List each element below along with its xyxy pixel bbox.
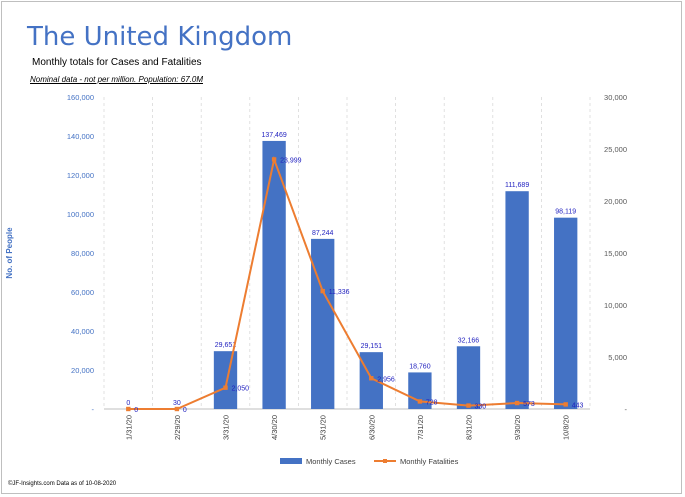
y-axis-label: No. of People [5, 227, 14, 279]
bar-value-label: 0 [126, 400, 130, 407]
y2-tick-label: 20,000 [604, 197, 627, 206]
legend-swatch-cases [280, 458, 302, 464]
y-tick-label: 120,000 [67, 171, 94, 180]
line-value-label: 330 [475, 404, 487, 411]
line-value-label: 11,336 [329, 289, 350, 296]
x-tick-label: 10/8/20 [562, 415, 571, 440]
x-tick-label: 6/30/20 [367, 415, 376, 440]
y-tick-label: 140,000 [67, 132, 94, 141]
bar-value-label: 137,469 [261, 132, 286, 139]
legend-label-cases: Monthly Cases [306, 457, 356, 466]
bar-value-label: 87,244 [312, 230, 334, 237]
y-tick-label: 20,000 [71, 366, 94, 375]
y-tick-label: 160,000 [67, 93, 94, 102]
legend-marker-fatalities [383, 459, 387, 463]
y2-tick-label: 10,000 [604, 301, 627, 310]
fatalities-line [128, 155, 566, 410]
y2-tick-label: 25,000 [604, 145, 627, 154]
line-marker [563, 402, 568, 407]
x-tick-label: 9/30/20 [513, 415, 522, 440]
bar [456, 346, 481, 409]
legend-label-fatalities: Monthly Fatalities [400, 457, 459, 466]
line-value-label: 2,956 [377, 376, 395, 383]
y-tick-label: 40,000 [71, 327, 94, 336]
line-marker [466, 403, 471, 408]
footer-credit: ©JF-Insights.com Data as of 10-08-2020 [8, 481, 117, 487]
y2-tick-label: 5,000 [608, 353, 627, 362]
line-value-label: 2,050 [232, 386, 250, 393]
line-value-label: 573 [523, 401, 535, 408]
population-note: Nominal data - not per million. Populati… [30, 75, 203, 84]
bar [505, 191, 529, 409]
line-marker [126, 406, 131, 412]
y-tick-label: 100,000 [67, 210, 94, 219]
bar [408, 372, 432, 409]
x-tick-label: 1/31/20 [124, 415, 133, 440]
line-value-label: 0 [134, 407, 138, 414]
line-value-label: 728 [426, 399, 438, 406]
x-tick-label: 2/29/20 [173, 415, 182, 440]
y-tick-label: - [92, 405, 95, 414]
line-marker [369, 376, 374, 381]
y2-tick-label: 15,000 [604, 249, 627, 258]
bar [262, 140, 286, 409]
bar-value-label: 30 [173, 400, 181, 407]
line-marker [271, 157, 277, 162]
bar [311, 238, 335, 409]
bar-value-label: 29,651 [215, 342, 237, 349]
line-marker [320, 288, 325, 294]
x-tick-label: 3/31/20 [222, 415, 231, 440]
x-tick-label: 5/31/20 [319, 415, 328, 440]
line-marker [514, 400, 520, 406]
bar [554, 217, 578, 409]
chart-subtitle: Monthly totals for Cases and Fatalities [32, 57, 202, 68]
line-marker [223, 385, 228, 390]
line-marker [417, 399, 423, 404]
line-value-label: 23,999 [280, 157, 302, 164]
x-tick-label: 4/30/20 [270, 415, 279, 440]
bar-value-label: 32,166 [458, 337, 480, 344]
page-title: The United Kingdom [27, 22, 293, 52]
bar-value-label: 29,151 [361, 343, 383, 350]
bar [213, 351, 238, 409]
bar-value-label: 18,760 [409, 363, 431, 370]
y2-tick-label: 30,000 [604, 93, 627, 102]
y2-tick-label: - [625, 405, 628, 414]
x-tick-label: 8/31/20 [465, 415, 474, 440]
y-tick-label: 80,000 [71, 249, 94, 258]
bar-value-label: 98,119 [555, 209, 576, 216]
bar-value-label: 111,689 [505, 182, 529, 189]
y-tick-label: 60,000 [71, 288, 94, 297]
line-marker [174, 406, 180, 412]
line-value-label: 443 [572, 402, 584, 409]
x-tick-label: 7/31/20 [416, 415, 425, 440]
line-value-label: 0 [183, 407, 187, 414]
